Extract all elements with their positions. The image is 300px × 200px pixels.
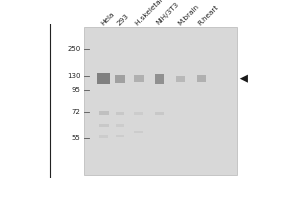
Bar <box>116 124 124 127</box>
Text: 250: 250 <box>67 46 80 52</box>
Bar <box>134 75 143 82</box>
Text: M.brain: M.brain <box>176 3 200 26</box>
Bar <box>116 112 124 115</box>
Text: 55: 55 <box>72 135 80 141</box>
Bar <box>155 112 164 115</box>
Bar <box>176 76 185 82</box>
Bar <box>134 112 143 115</box>
Bar <box>99 124 109 127</box>
Text: NIH/3T3: NIH/3T3 <box>155 1 180 26</box>
Bar <box>98 73 110 84</box>
Text: R.heart: R.heart <box>197 4 220 26</box>
Text: Hela: Hela <box>100 10 115 26</box>
Text: H.skeletal muscle: H.skeletal muscle <box>134 0 184 26</box>
Bar <box>84 27 238 175</box>
Bar <box>116 135 124 137</box>
Text: 95: 95 <box>72 87 80 93</box>
Polygon shape <box>240 75 248 83</box>
Bar <box>115 75 125 83</box>
Text: 72: 72 <box>72 109 80 115</box>
Bar <box>99 135 108 138</box>
Text: 293: 293 <box>116 12 130 26</box>
Bar <box>99 111 109 115</box>
Bar <box>196 75 206 82</box>
Text: 130: 130 <box>67 73 80 79</box>
Bar <box>155 74 164 84</box>
Bar <box>134 131 143 133</box>
